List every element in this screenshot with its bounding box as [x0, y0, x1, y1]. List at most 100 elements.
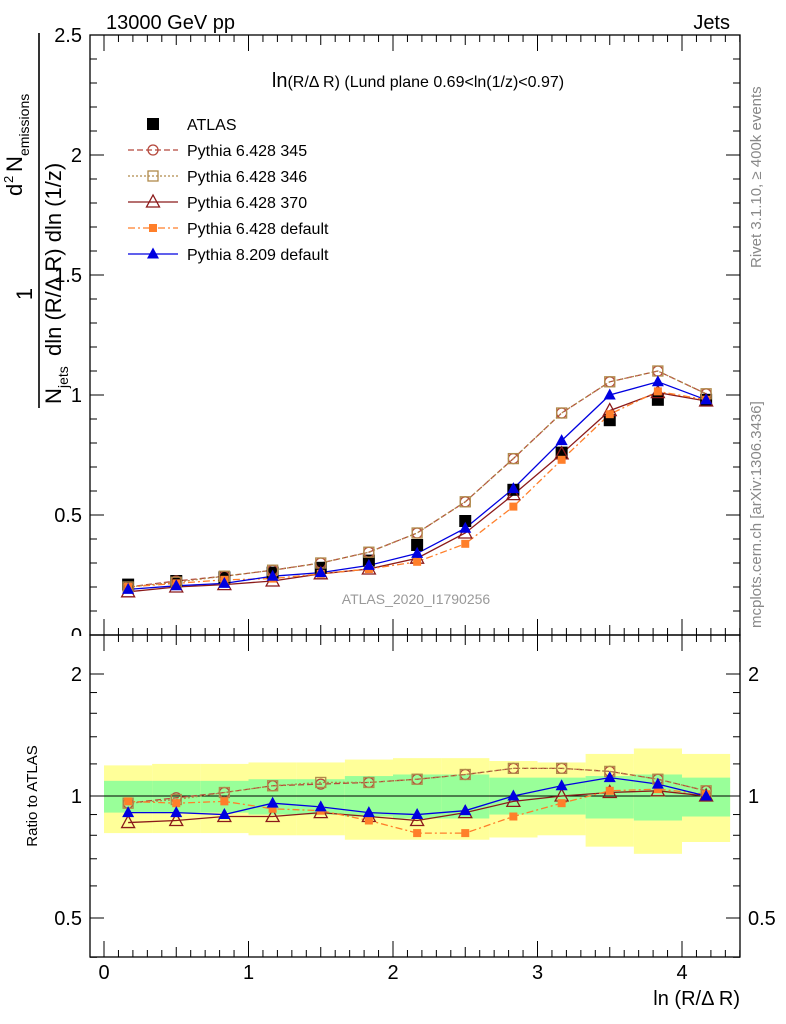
ratio-point-p8def	[411, 808, 424, 820]
legend-marker-p346	[147, 170, 159, 182]
ratio-point-p8def	[459, 804, 472, 816]
ratio-point-p8def	[314, 800, 327, 812]
legend: ATLAS Pythia 6.428 345 Pythia 6.428 346 Pyt…	[128, 117, 329, 264]
y-tick-label: 1	[71, 385, 82, 407]
data-point-p8def	[700, 393, 713, 405]
ratio-point-p8def	[603, 771, 616, 783]
ratio-point-p8def	[218, 808, 231, 820]
ratio-y-tick-label-right: 2	[748, 664, 759, 686]
data-point-p8def	[459, 521, 472, 533]
y-tick-label: 0.5	[54, 505, 82, 527]
ratio-y-tick-label: 1	[71, 786, 82, 808]
ratio-point-p370	[409, 812, 425, 827]
x-tick-label: 1	[243, 962, 254, 984]
ylabel-sup2: 2	[1, 176, 16, 183]
mcplots-label: mcplots.cern.ch [arXiv:1306.3436]	[748, 401, 765, 628]
ratio-point-p346	[315, 776, 327, 789]
main-ylabel: 1 N jets dln (R/Δ R) dln (1/z) d 2 N emi…	[1, 33, 71, 408]
ylabel-nsub: jets	[55, 366, 71, 389]
data-point-p6def	[653, 387, 662, 396]
ratio-point-p8def	[507, 789, 520, 801]
data-point-p370	[505, 486, 521, 501]
y-tick-label: 1.5	[54, 265, 82, 287]
ratio-point-p346	[555, 762, 568, 775]
data-point-p346	[411, 527, 423, 539]
data-point-p345	[555, 407, 568, 419]
data-point-p346	[459, 496, 471, 508]
ratio-point-p346	[459, 768, 471, 781]
ratio-point-p6def	[461, 829, 470, 838]
y-tick-label-zero: 0	[71, 625, 82, 647]
ratio-y-tick-label: 0.5	[54, 908, 82, 930]
ratio-point-p6def	[220, 797, 229, 806]
ratio-panel: 0.5 0.5 1 1 2 2 0 1 2 3 4 Ratio to ATLAS ln (R/Δ …	[24, 634, 776, 1010]
data-point-p6def	[461, 539, 470, 548]
ylabel-d2: d	[2, 184, 27, 196]
x-tick-label: 2	[387, 962, 398, 984]
main-title-rest: (R/Δ R) (Lund plane 0.69<ln(1/z)<0.97)	[287, 74, 564, 91]
data-point-p8def	[507, 482, 520, 494]
ratio-point-p6def	[605, 786, 614, 795]
data-point-p6def	[413, 557, 422, 566]
ratio-y-tick-label-right: 0.5	[748, 908, 776, 930]
ratio-point-p6def	[413, 829, 422, 838]
legend-label-atlas: ATLAS	[187, 117, 237, 134]
data-point-atlas	[651, 393, 664, 406]
ratio-point-p6def	[557, 799, 566, 808]
data-point-p8def	[651, 375, 664, 387]
ratio-point-p370	[265, 808, 281, 823]
x-axis-label: ln (R/Δ R)	[653, 988, 740, 1010]
data-point-p8def	[266, 569, 279, 581]
legend-label-p345: Pythia 6.428 345	[187, 143, 307, 160]
x-tick-label: 0	[98, 962, 109, 984]
data-point-p346	[363, 546, 375, 558]
legend-label-p346: Pythia 6.428 346	[187, 169, 307, 186]
data-point-p6def	[557, 455, 566, 464]
legend-marker-p345	[147, 144, 159, 156]
ratio-ylabel: Ratio to ATLAS	[24, 745, 41, 846]
data-point-p8def	[218, 576, 231, 588]
ratio-point-p6def	[124, 797, 133, 806]
legend-label-p8def: Pythia 8.209 default	[187, 247, 329, 264]
ratio-point-p6def	[653, 785, 662, 794]
data-point-p8def	[603, 388, 616, 400]
ratio-point-p8def	[122, 806, 135, 818]
header-left: 13000 GeV pp	[106, 12, 235, 34]
data-point-p8def	[411, 546, 424, 558]
ratio-point-p8def	[362, 806, 375, 818]
data-point-atlas	[459, 515, 472, 527]
ratio-point-p6def	[364, 816, 373, 825]
ylabel-denominator: dln (R/Δ R) dln (1/z)	[41, 163, 66, 356]
data-point-p6def	[605, 410, 614, 419]
data-point-atlas	[411, 539, 424, 551]
ratio-point-p8def	[555, 779, 568, 791]
data-point-p346	[604, 376, 616, 388]
ratio-point-p6def	[268, 804, 277, 813]
ratio-point-p346	[363, 776, 375, 789]
main-panel: ln(R/Δ R) (Lund plane 0.69<ln(1/z)<0.97)…	[54, 25, 741, 647]
main-title: ln(R/Δ R) (Lund plane 0.69<ln(1/z)<0.97)	[272, 70, 564, 92]
ratio-line-p345	[128, 767, 707, 804]
legend-marker-p370	[145, 193, 161, 208]
x-tick-label: 3	[532, 962, 543, 984]
ratio-line-p346	[128, 767, 707, 804]
ratio-point-p8def	[651, 777, 664, 789]
ratio-point-p8def	[700, 789, 713, 801]
ratio-point-p8def	[170, 806, 183, 818]
legend-marker-p6def	[149, 224, 157, 232]
ratio-point-p6def	[509, 812, 518, 821]
data-point-p345	[411, 527, 423, 539]
legend-marker-p8def	[147, 247, 159, 259]
rivet-label: Rivet 3.1.10, ≥ 400k events	[748, 86, 765, 268]
header-right: Jets	[693, 12, 730, 34]
legend-label-p6def: Pythia 6.428 default	[187, 221, 329, 238]
data-point-p8def	[362, 558, 375, 570]
ratio-point-p346	[507, 762, 520, 775]
y-tick-label: 2	[71, 145, 82, 167]
uncertainty-band-inner	[200, 780, 249, 813]
ratio-point-p346	[411, 773, 423, 785]
ylabel-one: 1	[12, 288, 37, 300]
data-point-atlas	[555, 446, 568, 459]
ylabel-nsym: N	[41, 388, 66, 404]
